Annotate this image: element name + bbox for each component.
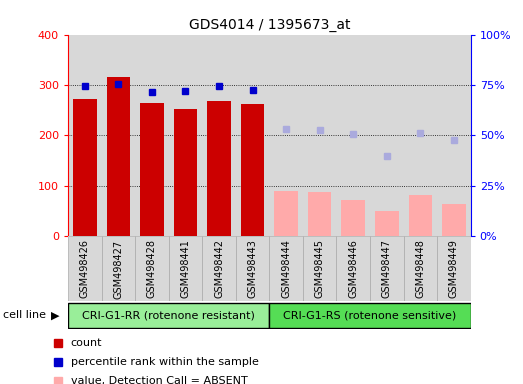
Bar <box>275 191 298 236</box>
Bar <box>408 195 432 236</box>
Bar <box>73 99 97 236</box>
Text: value, Detection Call = ABSENT: value, Detection Call = ABSENT <box>71 376 247 384</box>
Bar <box>442 204 465 236</box>
Bar <box>140 103 164 236</box>
Bar <box>68 236 101 301</box>
Text: GSM498442: GSM498442 <box>214 240 224 298</box>
Bar <box>68 35 101 236</box>
Text: percentile rank within the sample: percentile rank within the sample <box>71 357 258 367</box>
Bar <box>269 303 471 328</box>
Bar <box>174 109 197 236</box>
Bar <box>207 101 231 236</box>
Bar <box>236 236 269 301</box>
Text: cell line: cell line <box>3 310 46 320</box>
Bar <box>68 303 269 328</box>
Text: ▶: ▶ <box>51 310 59 320</box>
Text: GSM498448: GSM498448 <box>415 240 425 298</box>
Bar <box>168 35 202 236</box>
Bar <box>336 35 370 236</box>
Bar <box>135 35 168 236</box>
Text: GSM498446: GSM498446 <box>348 240 358 298</box>
Bar <box>375 211 399 236</box>
Bar <box>342 200 365 236</box>
Bar <box>336 236 370 301</box>
Bar <box>101 236 135 301</box>
Bar <box>342 200 365 236</box>
Bar <box>73 99 97 236</box>
Bar <box>207 101 231 236</box>
Bar <box>135 236 168 301</box>
Bar <box>202 236 236 301</box>
Text: CRI-G1-RR (rotenone resistant): CRI-G1-RR (rotenone resistant) <box>82 310 255 320</box>
Text: GSM498447: GSM498447 <box>382 240 392 298</box>
Bar <box>168 236 202 301</box>
Bar <box>269 236 303 301</box>
Text: GSM498444: GSM498444 <box>281 240 291 298</box>
Bar <box>308 192 332 236</box>
Bar <box>370 236 404 301</box>
Bar <box>202 35 236 236</box>
Text: GSM498441: GSM498441 <box>180 240 190 298</box>
Bar <box>404 236 437 301</box>
Bar <box>269 35 303 236</box>
Bar <box>303 35 336 236</box>
Bar <box>408 195 432 236</box>
Bar <box>241 104 264 236</box>
Bar <box>107 78 130 236</box>
Bar <box>101 35 135 236</box>
Bar <box>437 35 471 236</box>
Bar <box>442 204 465 236</box>
Bar <box>241 104 264 236</box>
Bar <box>140 103 164 236</box>
Text: GSM498428: GSM498428 <box>147 240 157 298</box>
Bar <box>107 78 130 236</box>
Title: GDS4014 / 1395673_at: GDS4014 / 1395673_at <box>189 18 350 32</box>
Text: GSM498427: GSM498427 <box>113 240 123 298</box>
Text: CRI-G1-RS (rotenone sensitive): CRI-G1-RS (rotenone sensitive) <box>283 310 457 320</box>
Bar <box>236 35 269 236</box>
Bar <box>275 191 298 236</box>
Bar <box>308 192 332 236</box>
Text: GSM498426: GSM498426 <box>80 240 90 298</box>
Text: count: count <box>71 338 102 348</box>
Bar <box>174 109 197 236</box>
Text: GSM498449: GSM498449 <box>449 240 459 298</box>
Text: GSM498445: GSM498445 <box>315 240 325 298</box>
Bar <box>370 35 404 236</box>
Bar <box>375 211 399 236</box>
Bar <box>404 35 437 236</box>
Bar <box>303 236 336 301</box>
Bar <box>437 236 471 301</box>
Text: GSM498443: GSM498443 <box>247 240 257 298</box>
